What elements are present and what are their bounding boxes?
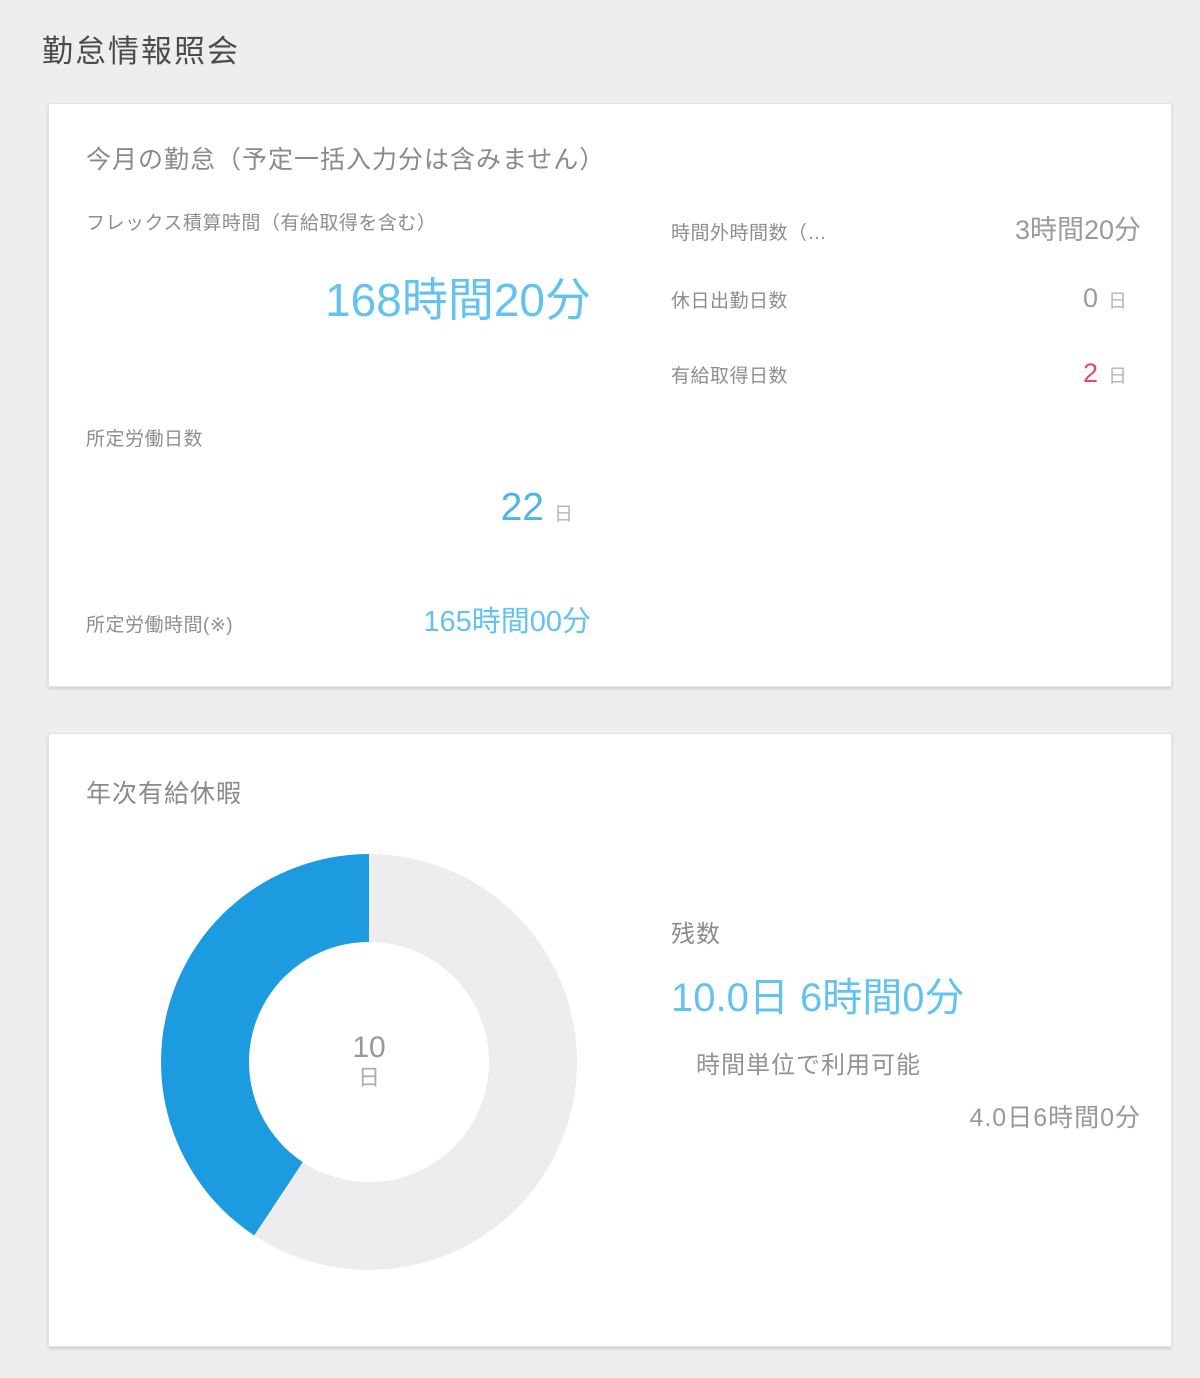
scheduled-work-hours-value: 165時間00分: [423, 606, 591, 638]
hourly-available-label: 時間単位で利用可能: [696, 1052, 921, 1079]
scheduled-work-days-value: 22: [500, 486, 544, 529]
monthly-attendance-card: 今月の勤怠（予定一括入力分は含みません） フレックス積算時間（有給取得を含む） …: [48, 103, 1172, 687]
annual-card-title: 年次有給休暇: [86, 780, 243, 808]
scheduled-work-days-value-row: 22 日: [501, 486, 573, 530]
annual-leave-summary: 残数 10.0日 6時間0分 時間単位で利用可能 4.0日6時間0分: [671, 914, 1141, 1134]
monthly-left-column: フレックス積算時間（有給取得を含む） 168時間20分 所定労働日数 22 日 所…: [86, 208, 591, 648]
overtime-row: 時間外時間数（… 3時間20分: [671, 208, 1141, 247]
holiday-work-label: 休日出勤日数: [671, 291, 789, 312]
remaining-value: 10.0日 6時間0分: [671, 976, 965, 1020]
paid-leave-taken-value: 2: [1082, 358, 1098, 388]
page-title: 勤怠情報照会: [42, 34, 240, 69]
donut-center: 10 日: [249, 942, 489, 1182]
flex-total-label: フレックス積算時間（有給取得を含む）: [86, 213, 437, 234]
paid-leave-taken-unit: 日: [1107, 366, 1127, 387]
holiday-work-unit: 日: [1107, 291, 1127, 312]
overtime-value: 3時間20分: [1014, 215, 1141, 245]
paid-leave-taken-label: 有給取得日数: [671, 366, 789, 387]
hourly-available-value: 4.0日6時間0分: [969, 1104, 1141, 1132]
scheduled-work-days-label: 所定労働日数: [86, 429, 204, 450]
donut-center-value: 10: [352, 1031, 386, 1065]
scheduled-work-hours-row: 所定労働時間(※) 165時間00分: [86, 598, 591, 640]
remaining-label: 残数: [671, 921, 721, 948]
scheduled-work-hours-label: 所定労働時間(※): [86, 615, 234, 636]
annual-leave-donut-chart: 10 日: [161, 854, 577, 1270]
donut-center-unit: 日: [357, 1065, 380, 1091]
annual-leave-card: 年次有給休暇 10 日 残数 10.0日 6時間0分 時間単位で利用可能 4.0…: [48, 733, 1172, 1347]
scheduled-work-days-unit: 日: [553, 504, 573, 525]
holiday-work-value: 0: [1082, 283, 1098, 313]
monthly-card-title: 今月の勤怠（予定一括入力分は含みません）: [86, 146, 606, 174]
flex-total-value: 168時間20分: [325, 274, 591, 326]
overtime-label: 時間外時間数（…: [671, 223, 828, 244]
